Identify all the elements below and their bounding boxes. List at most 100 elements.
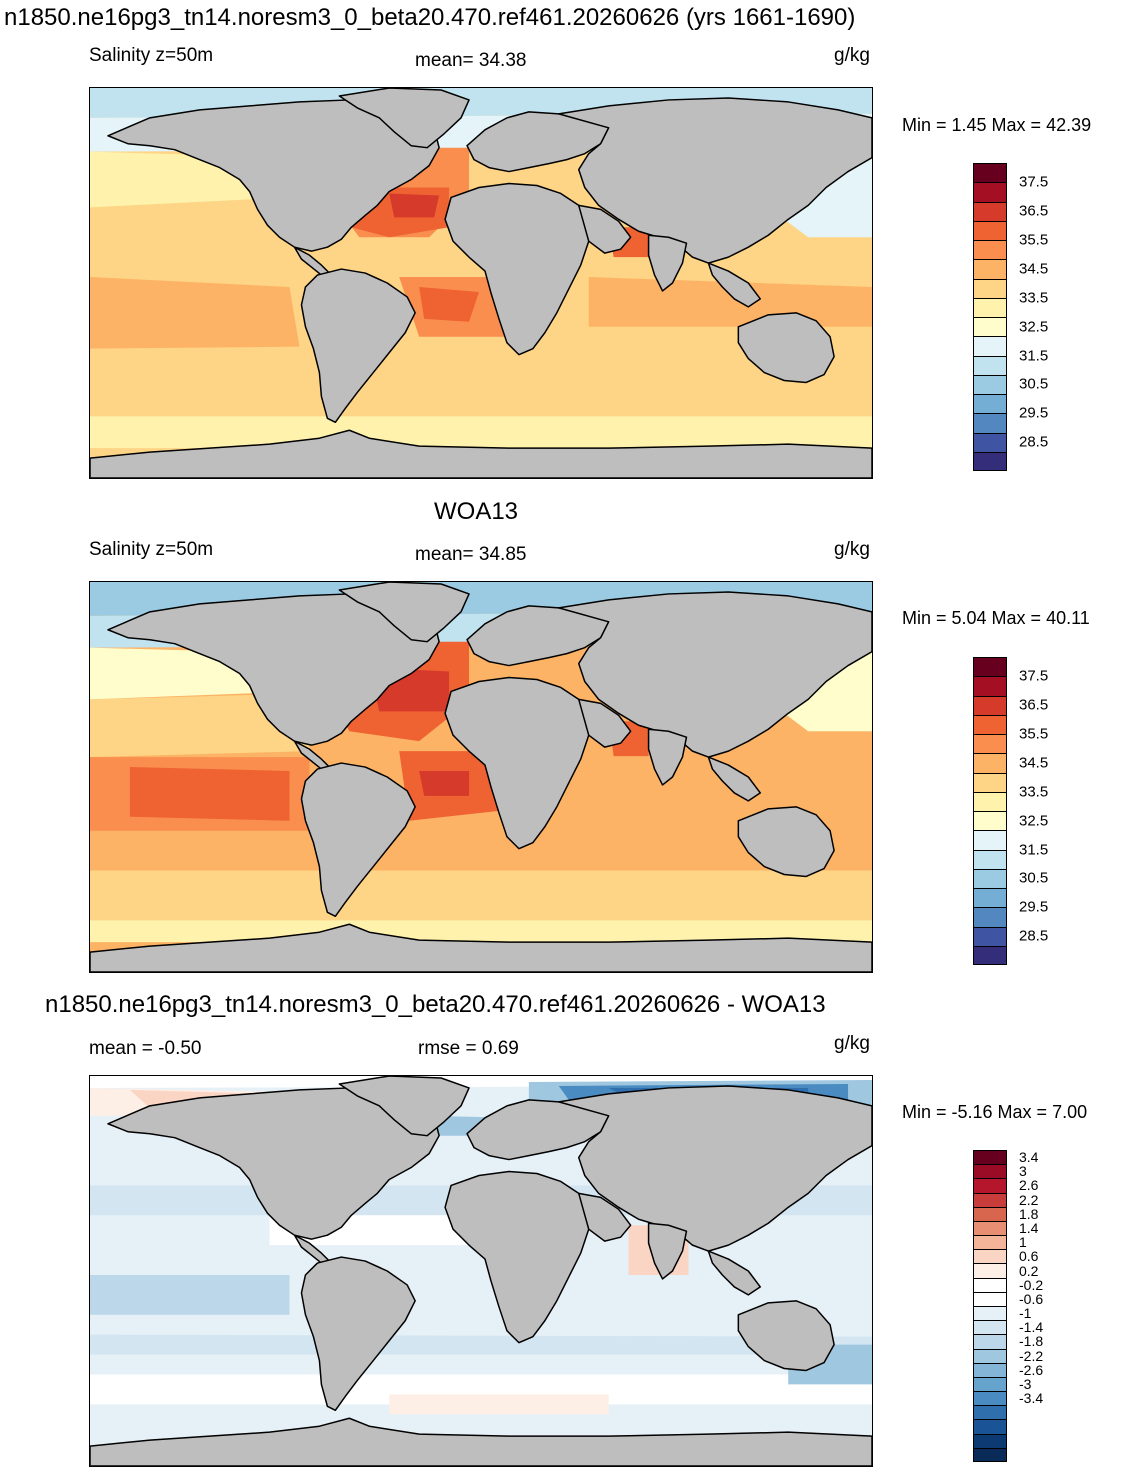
colorbar-swatch [973,1348,1007,1363]
colorbar-tick-label: -3 [1019,1376,1032,1392]
colorbar-tick-label: 33.5 [1019,783,1049,801]
colorbar-tick-label: 3 [1019,1163,1027,1180]
colorbar-tick-label: 2.6 [1019,1177,1039,1194]
colorbar-swatch [973,907,1007,927]
panel1-minmax: Min = 1.45 Max = 42.39 [902,115,1092,135]
panel3-title: n1850.ne16pg3_tn14.noresm3_0_beta20.470.… [45,991,826,1018]
landmass-seAsia [707,262,762,308]
colorbar-swatch [973,1433,1007,1448]
colorbar-swatch [973,753,1007,773]
panel2-variable-label: Salinity z=50m [89,539,214,560]
colorbar-swatch [973,1263,1007,1278]
panel1-map [89,87,873,479]
colorbar-tick-label: 34.5 [1019,260,1049,278]
colorbar-swatch [973,355,1007,375]
contour-region [90,1274,290,1315]
colorbar-swatch [973,1220,1007,1236]
colorbar-tick-label: 35.5 [1019,231,1049,249]
colorbar-swatch [973,1376,1007,1392]
contour-region [419,771,470,796]
panel2-title: WOA13 [434,498,519,525]
colorbar-swatch [973,163,1007,183]
landmass-africa [444,676,590,850]
colorbar-swatch [973,888,1007,908]
colorbar-swatch [973,1277,1007,1292]
landmass-greenland [338,88,470,149]
colorbar-swatch [973,182,1007,202]
landmass-australia [737,806,835,878]
colorbar-tick-label: 28.5 [1019,433,1049,451]
colorbar-tick-label: 31.5 [1019,841,1049,858]
colorbar-tick-label: 3.4 [1019,1149,1039,1166]
panel3-mean-label: mean = -0.50 [89,1038,202,1059]
colorbar-swatch [973,336,1007,356]
colorbar-swatch [973,849,1007,869]
colorbar-swatch [973,1447,1007,1462]
colorbar-swatch [973,201,1007,221]
colorbar-tick-label: -1.8 [1019,1333,1044,1350]
colorbar-swatch [973,926,1007,946]
landmass-antarctica [90,1417,872,1466]
panel1-unit-label: g/kg [834,45,870,66]
landmass-arabia [578,1192,632,1242]
landmass-europe [466,605,610,667]
landmass-europe [466,111,610,173]
panel3-map [89,1075,873,1467]
colorbar-swatch [973,811,1007,831]
contour-region [90,277,300,349]
colorbar-swatch [973,394,1007,414]
colorbar-tick-label: 36.5 [1019,696,1049,714]
colorbar-tick-label: 1.8 [1019,1205,1039,1222]
landmass-asia [558,97,872,264]
colorbar-swatch [973,317,1007,337]
colorbar-tick-label: 32.5 [1019,812,1049,830]
colorbar-tick-label: 2.2 [1019,1191,1039,1208]
panel3-colorbar: 3.4 3 2.6 2.2 1.8 1.4 1 0.6 0.2 -0.2 -0.6 -1 -1.4 -1.… [973,1149,1043,1462]
panel2-unit-label: g/kg [834,539,870,560]
colorbar-swatch [973,1150,1007,1165]
contour-region [90,870,872,921]
panel1-mean-label: mean= 34.38 [415,50,527,71]
contour-region [90,348,872,417]
colorbar-swatch [973,1249,1007,1264]
colorbar-tick-label: -1 [1019,1305,1032,1322]
colorbar-tick-label: -1.4 [1019,1319,1044,1336]
colorbar-tick-label: 31.5 [1019,347,1049,364]
colorbar-swatch [973,220,1007,240]
colorbar-tick-label: 28.5 [1019,927,1049,945]
colorbar-tick-label: 33.5 [1019,289,1049,307]
colorbar-tick-label: 29.5 [1019,404,1049,422]
contour-region [90,693,310,758]
contour-region [90,1374,872,1405]
colorbar-tick-label: 1.4 [1019,1220,1039,1236]
colorbar-swatch [973,657,1007,677]
colorbar-swatch [973,1320,1007,1335]
colorbar-swatch [973,1178,1007,1193]
colorbar-tick-label: 34.5 [1019,754,1049,772]
panel1-colorbar: 37.5 36.5 35.5 34.5 33.5 32.5 31.5 30.5 29.5 28.5 [973,163,1048,471]
colorbar-swatch [973,1306,1007,1321]
landmass-southAmerica [300,762,416,918]
colorbar-tick-label: -2.6 [1019,1361,1044,1378]
colorbar-tick-label: 0.6 [1019,1248,1039,1265]
colorbar-swatch [973,695,1007,715]
colorbar-tick-label: -0.6 [1019,1290,1044,1307]
landmass-southAmerica [300,268,416,424]
colorbar-swatch [973,1291,1007,1306]
landmass-greenland [338,582,470,643]
contour-region [389,1394,609,1415]
colorbar-swatch [973,259,1007,279]
colorbar-tick-label: -0.2 [1019,1276,1044,1293]
colorbar-tick-label: 1 [1019,1234,1027,1251]
colorbar-swatch [973,297,1007,317]
panel2-minmax: Min = 5.04 Max = 40.11 [902,608,1090,628]
colorbar-swatch [973,676,1007,696]
landmass-seAsia [707,1250,762,1296]
panel2-map [89,581,873,973]
landmass-antarctica [90,923,872,972]
contour-region [129,767,290,821]
colorbar-swatch [973,432,1007,452]
landmass-africa [444,182,590,356]
landmass-australia [737,1300,835,1372]
colorbar-tick-label: 0.2 [1019,1262,1039,1279]
